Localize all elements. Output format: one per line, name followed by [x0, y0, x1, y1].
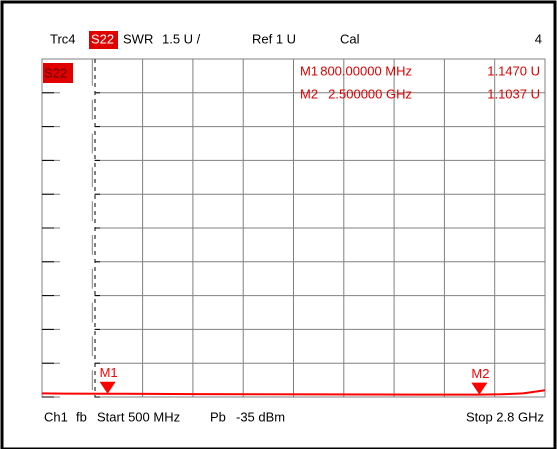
channel: Ch1 — [44, 409, 68, 424]
marker-response: 1.1037 U — [487, 86, 540, 101]
y-tick-label-bg — [60, 187, 94, 202]
y-tick-label-bg — [60, 356, 94, 371]
marker-stimulus: 2.500000 GHz — [328, 86, 412, 101]
power-label: Pb — [210, 409, 226, 424]
marker-name: M1 — [300, 63, 318, 78]
y-tick-label-bg — [60, 254, 94, 269]
marker — [471, 382, 488, 395]
marker-label: M1 — [100, 365, 118, 380]
y-tick-label-bg — [60, 153, 94, 168]
y-tick-label-bg — [60, 85, 94, 100]
param: S22 — [91, 31, 114, 46]
mode: fb — [76, 409, 87, 424]
stop: Stop 2.8 GHz — [466, 409, 544, 424]
param-box — [89, 31, 118, 49]
y-tick-label-bg — [60, 221, 94, 235]
scale: 1.5 U / — [162, 31, 201, 46]
ref: Ref 1 U — [252, 31, 296, 46]
marker-label: M2 — [471, 366, 489, 381]
marker — [99, 381, 116, 394]
y-tick-label-bg — [60, 119, 94, 134]
start: Start 500 MHz — [97, 409, 180, 424]
marker-name: M2 — [300, 86, 318, 101]
marker-stimulus: 800.00000 MHz — [320, 63, 412, 78]
format: SWR — [123, 31, 153, 46]
y-tick-label-bg — [60, 322, 94, 337]
cal: Cal — [340, 31, 360, 46]
y-tick-label-bg — [60, 288, 94, 303]
trace-tag-label: S22 — [44, 65, 67, 80]
y-tick-label-bg — [60, 390, 94, 404]
trace-number: 4 — [535, 31, 542, 46]
power: -35 dBm — [236, 409, 285, 424]
marker-response: 1.1470 U — [487, 63, 540, 78]
trace-name: Trc4 — [50, 31, 76, 46]
trace-tag — [43, 63, 73, 83]
